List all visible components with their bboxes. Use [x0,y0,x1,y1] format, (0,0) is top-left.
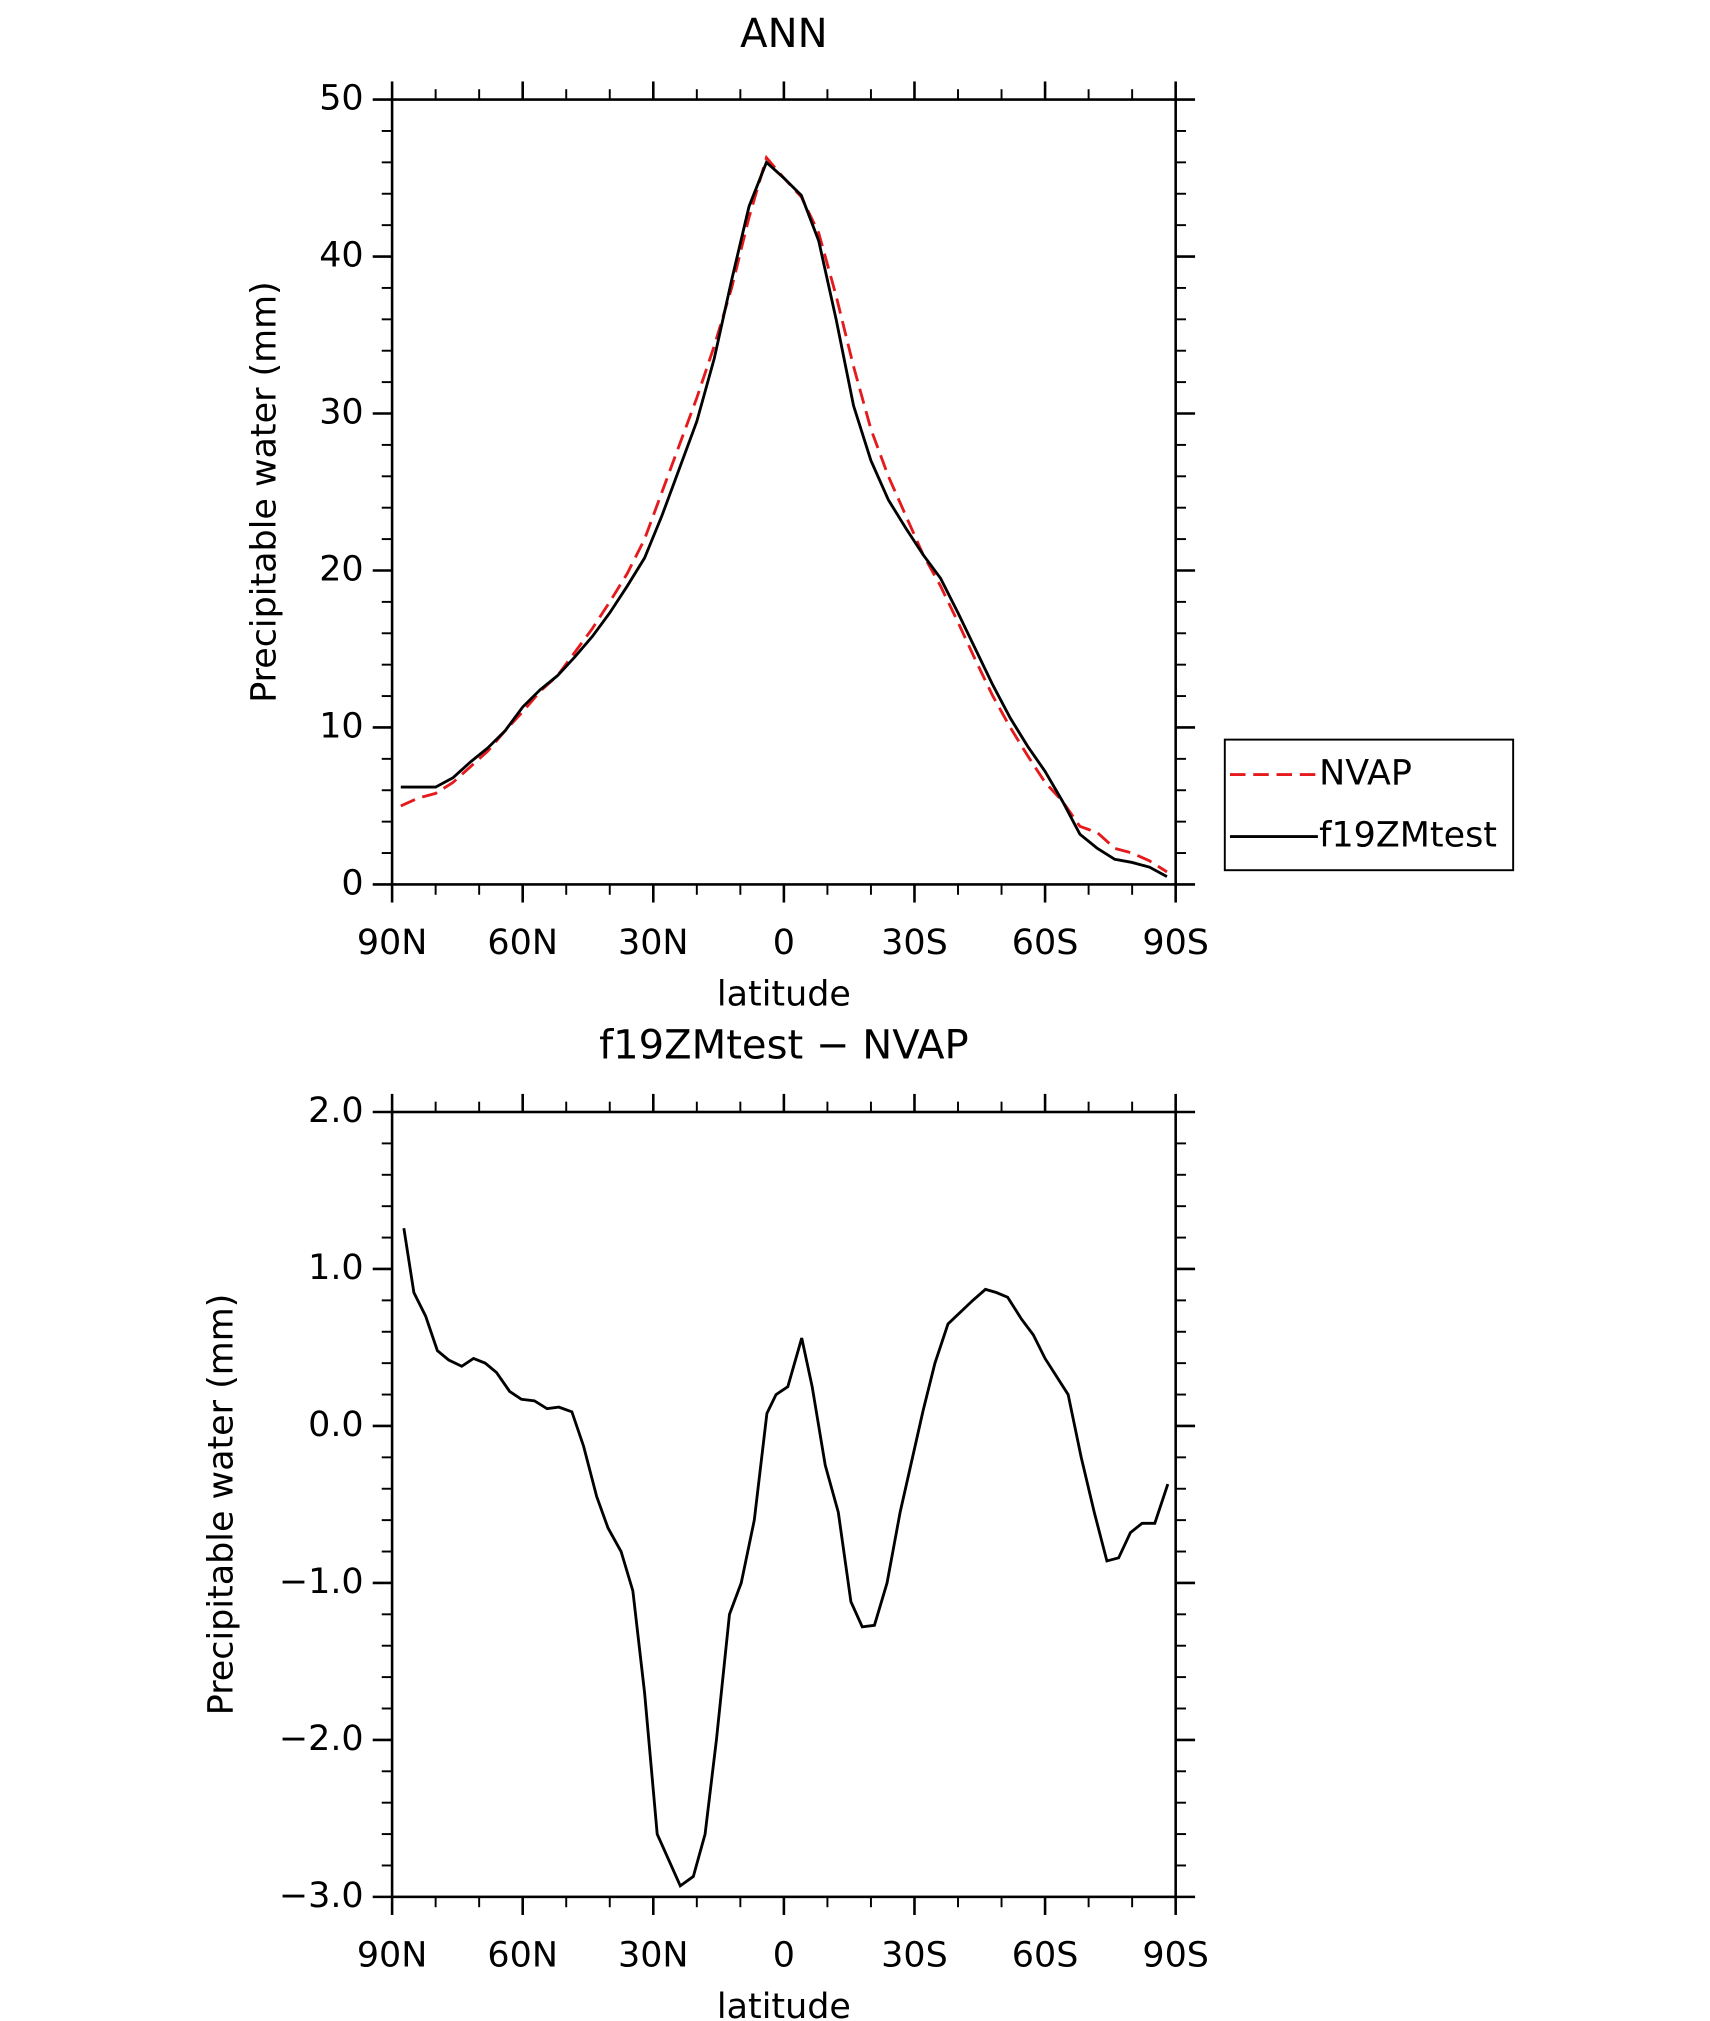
x-tick-label: 60N [487,1935,558,1975]
y-tick-label: −3.0 [279,1876,364,1916]
y-tick-label: 1.0 [308,1248,364,1288]
legend-label: f19ZMtest [1319,816,1497,856]
x-tick-label: 60S [1012,923,1079,963]
y-tick-label: −1.0 [279,1562,364,1602]
x-tick-label: 30N [618,923,689,963]
y-tick-label: 50 [319,79,363,119]
x-axis-label: latitude [717,1987,851,2021]
x-tick-label: 90S [1142,923,1209,963]
x-tick-label: 90N [357,1935,428,1975]
y-axis-label: Precipitable water (mm) [202,1294,242,1716]
data-line [402,1227,1170,1889]
y-tick-label: 2.0 [308,1091,364,1131]
x-tick-label: 0 [773,1935,795,1975]
x-tick-label: 90N [357,923,428,963]
x-tick-label: 30N [618,1935,689,1975]
legend-box [1223,738,1515,872]
y-tick-label: 0.0 [308,1405,364,1445]
y-tick-label: 0 [341,863,363,903]
plot-frame [390,98,1177,886]
x-tick-label: 60N [487,923,558,963]
data-line [400,159,1168,878]
y-tick-label: 30 [319,393,363,433]
x-tick-label: 60S [1012,1935,1079,1975]
data-line [400,154,1168,874]
y-tick-label: −2.0 [279,1719,364,1759]
chart-title: ANN [740,11,827,57]
y-tick-label: 10 [319,706,363,746]
x-tick-label: 0 [773,923,795,963]
legend-label: NVAP [1319,754,1412,794]
y-tick-label: 40 [319,236,363,276]
x-tick-label: 30S [881,923,948,963]
x-axis-label: latitude [717,975,851,1015]
y-axis-label: Precipitable water (mm) [244,281,284,703]
x-tick-label: 90S [1142,1935,1209,1975]
chart-title: f19ZMtest − NVAP [599,1022,969,1068]
x-tick-label: 30S [881,1935,948,1975]
y-tick-label: 20 [319,549,363,589]
plot-frame [390,1110,1177,1899]
